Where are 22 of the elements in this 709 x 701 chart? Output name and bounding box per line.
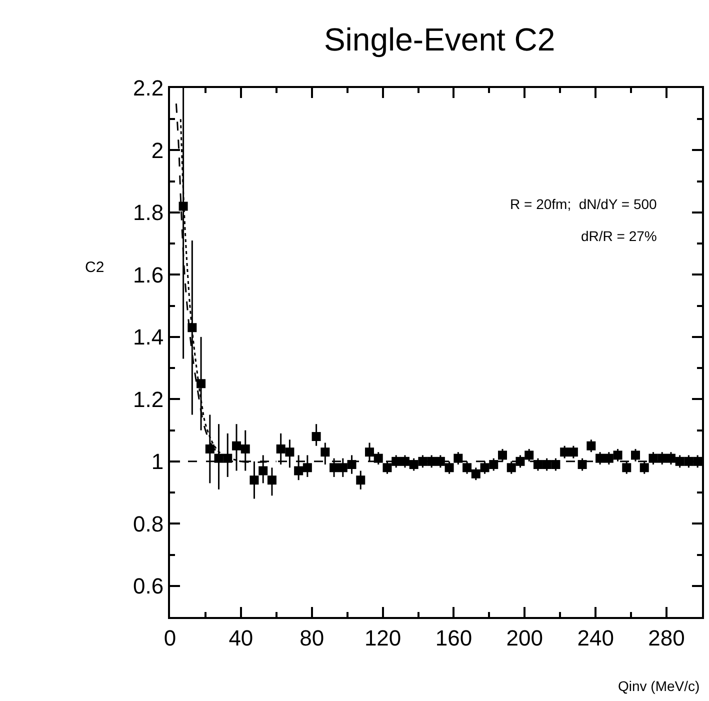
x-tick-label: 160 <box>435 625 472 650</box>
y-tick-label: 1.8 <box>133 200 164 226</box>
x-tick-label: 0 <box>164 625 176 650</box>
x-tick-label: 240 <box>577 625 614 650</box>
y-axis-title: C2 <box>85 259 104 276</box>
y-tick-label: 2.2 <box>133 76 164 101</box>
y-tick-label: 0.8 <box>133 511 164 536</box>
x-tick-label: 120 <box>364 625 402 650</box>
annotation: dR/R = 27% <box>581 228 657 244</box>
x-tick-label: 40 <box>228 625 254 650</box>
chart-title: Single-Event C2 <box>324 21 556 58</box>
x-axis-title: Qinv (MeV/c) <box>618 678 700 694</box>
y-tick-label: 1.6 <box>133 262 164 288</box>
x-tick-label: 80 <box>300 625 324 650</box>
annotation: R = 20fm; dN/dY = 500 <box>510 196 658 212</box>
y-tick-label: 1.4 <box>133 324 164 350</box>
y-tick-label: 2 <box>151 138 164 163</box>
y-tick-label: 0.6 <box>133 574 164 599</box>
x-tick-label: 280 <box>648 625 685 650</box>
y-tick-label: 1.2 <box>133 386 164 412</box>
x-tick-label: 200 <box>506 625 544 650</box>
y-tick-label: 1 <box>151 449 164 474</box>
